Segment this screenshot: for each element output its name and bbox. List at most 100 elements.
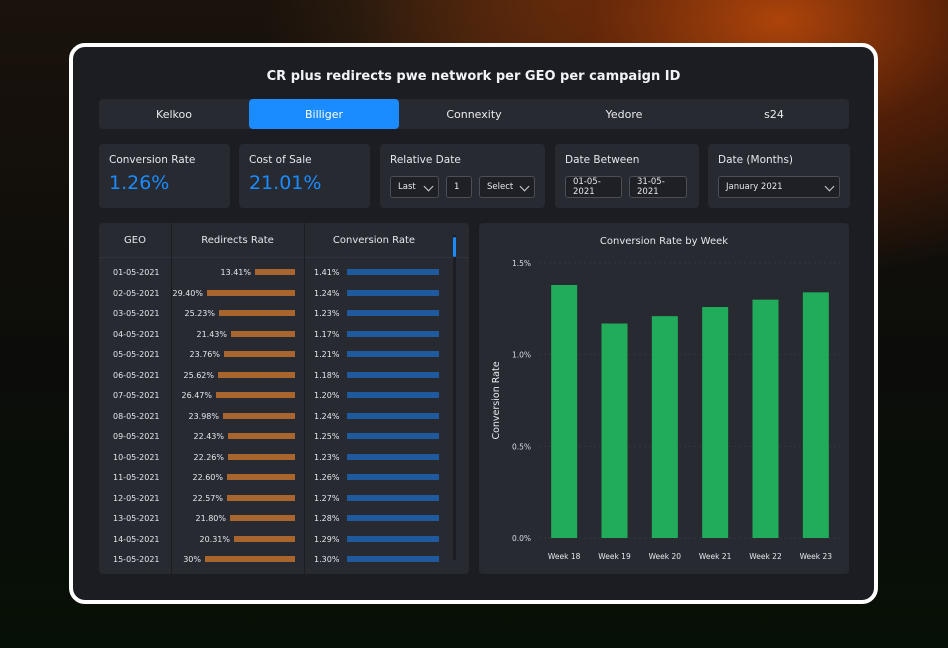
tab-kelkoo[interactable]: Kelkoo bbox=[156, 107, 192, 121]
redirects-bar bbox=[227, 494, 295, 501]
tab-s24[interactable]: s24 bbox=[764, 107, 784, 121]
bar bbox=[702, 307, 729, 538]
conversion-rate-card: Conversion Rate 1.26% bbox=[99, 144, 230, 208]
redirects-value: 26.47% bbox=[181, 391, 212, 400]
x-tick-label: Week 21 bbox=[699, 552, 732, 561]
table-row[interactable]: 05-05-2021 23.76% 1.21% bbox=[99, 344, 459, 364]
row-date: 08-05-2021 bbox=[113, 411, 160, 421]
bar bbox=[802, 292, 829, 538]
row-date: 14-05-2021 bbox=[113, 534, 160, 544]
date-months-value: January 2021 bbox=[726, 182, 783, 192]
relative-date-count-input[interactable]: 1 bbox=[446, 176, 472, 198]
tab-yedore[interactable]: Yedore bbox=[605, 107, 643, 121]
table-row[interactable]: 04-05-2021 21.43% 1.17% bbox=[99, 324, 459, 344]
y-tick-label: 1.5% bbox=[512, 259, 531, 268]
table-row[interactable]: 07-05-2021 26.47% 1.20% bbox=[99, 385, 459, 405]
table-row[interactable]: 06-05-2021 25.62% 1.18% bbox=[99, 365, 459, 385]
table-row[interactable]: 08-05-2021 23.98% 1.24% bbox=[99, 406, 459, 426]
conversion-rate-value: 1.26% bbox=[109, 172, 170, 194]
conversion-bar bbox=[347, 494, 439, 501]
network-tabs: Kelkoo Billiger Connexity Yedore s24 bbox=[99, 99, 849, 129]
conversion-value: 1.27% bbox=[314, 493, 340, 503]
table-row[interactable]: 11-05-2021 22.60% 1.26% bbox=[99, 467, 459, 487]
y-tick-label: 1.0% bbox=[512, 351, 531, 360]
conversion-value: 1.20% bbox=[314, 391, 340, 400]
chart-title: Conversion Rate by Week bbox=[599, 236, 729, 247]
redirects-bar bbox=[224, 351, 295, 357]
scrollbar-track[interactable] bbox=[453, 235, 456, 560]
column-divider bbox=[171, 223, 172, 574]
bar-chart: 0.0% 0.5% 1.0% 1.5% Conversion Rate Week 18 We… bbox=[491, 259, 841, 561]
date-months-select[interactable]: January 2021 bbox=[718, 176, 840, 198]
bar bbox=[551, 285, 578, 538]
conversion-value: 1.25% bbox=[314, 432, 340, 441]
table-row[interactable]: 09-05-2021 22.43% 1.25% bbox=[99, 426, 459, 446]
redirects-value: 22.26% bbox=[193, 452, 224, 462]
conversion-bar bbox=[347, 474, 439, 480]
redirects-bar bbox=[207, 289, 295, 296]
table-row[interactable]: 14-05-2021 20.31% 1.29% bbox=[99, 529, 459, 549]
bar bbox=[651, 316, 678, 538]
column-header-conversion[interactable]: Conversion Rate bbox=[332, 235, 416, 246]
chevron-down-icon bbox=[824, 181, 835, 192]
redirects-bar bbox=[255, 269, 295, 275]
table-row[interactable]: 03-05-2021 25.23% 1.23% bbox=[99, 303, 459, 323]
conversion-bar bbox=[347, 351, 439, 357]
date-from-value: 01-05-2021 bbox=[573, 177, 601, 197]
cost-of-sale-value: 21.01% bbox=[249, 172, 322, 194]
chart-panel: Conversion Rate by Week 0.0% 0.5% 1.0% 1.5%… bbox=[479, 223, 849, 574]
conversion-value: 1.21% bbox=[314, 350, 340, 359]
table-row[interactable]: 02-05-2021 29.40% 1.24% bbox=[99, 283, 459, 303]
table-row[interactable]: 15-05-2021 30% 1.30% bbox=[99, 549, 459, 569]
table-row[interactable]: 10-05-2021 22.26% 1.23% bbox=[99, 447, 459, 467]
scrollbar-thumb[interactable] bbox=[453, 237, 456, 257]
conversion-value: 1.29% bbox=[314, 534, 340, 544]
conversion-value: 1.23% bbox=[314, 309, 340, 318]
relative-date-unit-select[interactable]: Select bbox=[479, 176, 535, 198]
column-header-redirects[interactable]: Redirects Rate bbox=[201, 235, 274, 246]
redirects-bar bbox=[231, 330, 295, 337]
row-date: 07-05-2021 bbox=[113, 391, 160, 400]
conversion-bar bbox=[347, 515, 439, 521]
conversion-value: 1.23% bbox=[314, 452, 340, 462]
redirects-value: 23.76% bbox=[189, 350, 220, 359]
conversion-bar bbox=[347, 556, 439, 562]
bar bbox=[752, 299, 779, 538]
redirects-value: 22.43% bbox=[193, 432, 224, 441]
row-date: 06-05-2021 bbox=[113, 370, 160, 380]
row-date: 12-05-2021 bbox=[113, 493, 160, 503]
row-date: 11-05-2021 bbox=[113, 473, 160, 482]
table-row[interactable]: 13-05-2021 21.80% 1.28% bbox=[99, 508, 459, 528]
redirects-value: 29.40% bbox=[172, 288, 203, 298]
date-to-value: 31-05-2021 bbox=[637, 177, 665, 197]
column-divider bbox=[304, 223, 305, 574]
chevron-down-icon bbox=[519, 181, 530, 192]
conversion-bar bbox=[347, 453, 439, 460]
date-months-label: Date (Months) bbox=[718, 154, 794, 166]
conversion-value: 1.17% bbox=[314, 329, 340, 339]
tab-billiger[interactable]: Billiger bbox=[249, 99, 399, 129]
conversion-value: 1.28% bbox=[314, 514, 340, 523]
table-header: GEO Redirects Rate Conversion Rate bbox=[99, 223, 469, 258]
table-row[interactable]: 01-05-2021 13.41% 1.41% bbox=[99, 262, 459, 282]
conversion-bar bbox=[347, 330, 439, 337]
y-axis-label: Conversion Rate bbox=[491, 361, 502, 439]
chevron-down-icon bbox=[423, 181, 434, 192]
x-tick-label: Week 20 bbox=[649, 552, 682, 561]
tab-connexity[interactable]: Connexity bbox=[446, 107, 502, 121]
row-date: 09-05-2021 bbox=[113, 432, 160, 441]
conversion-bar bbox=[347, 433, 439, 439]
redirects-bar bbox=[227, 474, 295, 480]
date-to-input[interactable]: 31-05-2021 bbox=[629, 176, 687, 198]
conversion-value: 1.24% bbox=[314, 288, 340, 298]
relative-date-mode-select[interactable]: Last bbox=[390, 176, 439, 198]
row-date: 03-05-2021 bbox=[113, 309, 160, 318]
redirects-value: 25.23% bbox=[184, 309, 215, 318]
column-header-geo[interactable]: GEO bbox=[124, 235, 146, 246]
x-tick-label: Week 18 bbox=[548, 552, 581, 561]
table-row[interactable]: 12-05-2021 22.57% 1.27% bbox=[99, 488, 459, 508]
redirects-bar bbox=[228, 433, 295, 439]
date-from-input[interactable]: 01-05-2021 bbox=[565, 176, 622, 198]
row-date: 13-05-2021 bbox=[113, 514, 160, 523]
conversion-rate-label: Conversion Rate bbox=[109, 154, 196, 166]
